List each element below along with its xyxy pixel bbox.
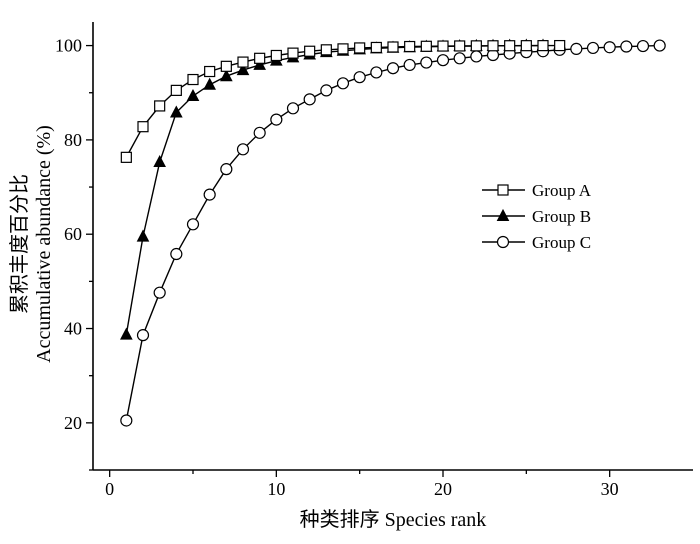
y-tick-label: 40	[64, 319, 82, 339]
data-point-group-a	[287, 47, 299, 59]
data-point-group-a	[204, 65, 216, 78]
data-point-group-a	[337, 43, 349, 55]
axes: 0 10 20 30 20 40 60 80 100	[55, 22, 693, 499]
data-point-group-c	[386, 62, 400, 75]
data-point-group-c	[286, 102, 300, 115]
x-axis-title: 种类排序 Species rank	[300, 508, 487, 531]
data-point-group-a	[504, 40, 516, 52]
data-point-group-a	[454, 40, 466, 52]
data-point-group-c	[170, 247, 183, 261]
legend-label: Group B	[532, 207, 591, 226]
data-point-group-a	[170, 84, 182, 96]
data-point-group-a	[320, 44, 332, 56]
data-point-group-a	[520, 40, 532, 52]
data-point-group-a	[537, 40, 549, 52]
data-point-group-c	[603, 41, 616, 54]
x-tick-label: 10	[267, 479, 285, 499]
series-group-a	[120, 39, 566, 163]
data-point-group-c	[420, 56, 433, 69]
data-point-group-a	[470, 40, 482, 52]
y-axis-title-chinese: 累积丰度百分比	[8, 174, 31, 314]
data-point-group-a	[120, 151, 132, 163]
data-point-group-a	[370, 41, 382, 54]
data-point-group-c	[320, 84, 333, 97]
data-point-group-a	[354, 42, 366, 54]
y-tick-label: 80	[64, 130, 82, 150]
data-point-group-b	[120, 327, 133, 340]
data-point-group-a	[254, 52, 266, 64]
data-point-group-a	[220, 60, 232, 72]
y-tick-label: 20	[64, 413, 82, 433]
data-point-group-a	[270, 49, 282, 62]
data-point-group-c	[153, 286, 166, 299]
data-point-group-c	[453, 52, 466, 65]
data-point-group-c	[586, 41, 600, 55]
data-point-group-c	[336, 77, 350, 90]
data-point-group-b	[153, 154, 166, 168]
series-layer	[120, 38, 666, 427]
data-point-group-a	[187, 73, 199, 86]
legend-marker	[496, 235, 510, 249]
series-line-group-a	[125, 44, 560, 158]
data-point-group-c	[353, 71, 366, 84]
data-point-group-a	[420, 40, 432, 52]
legend-marker	[496, 208, 510, 221]
data-point-group-c	[136, 329, 150, 342]
data-point-group-c	[620, 40, 633, 53]
data-point-group-c	[220, 163, 233, 176]
data-point-group-b	[136, 229, 150, 242]
data-point-group-a	[137, 121, 149, 133]
legend-item-group-c: Group C	[482, 233, 591, 252]
series-group-c	[120, 39, 666, 427]
data-point-group-c	[203, 188, 216, 201]
data-point-group-a	[304, 45, 316, 57]
x-tick-label: 0	[105, 479, 114, 499]
data-point-group-c	[270, 113, 283, 126]
series-line-group-b	[125, 44, 543, 335]
data-point-group-b	[236, 63, 250, 76]
data-point-group-b	[253, 57, 266, 70]
legend-label: Group A	[532, 181, 592, 200]
legend-marker	[497, 184, 509, 196]
data-point-group-c	[570, 42, 583, 55]
data-point-group-a	[404, 40, 416, 53]
legend-item-group-a: Group A	[482, 181, 592, 200]
data-point-group-c	[236, 143, 250, 156]
legend-label: Group C	[532, 233, 591, 252]
data-point-group-c	[370, 66, 383, 79]
data-point-group-a	[487, 40, 499, 52]
data-point-group-c	[653, 39, 666, 52]
x-tick-label: 30	[601, 479, 619, 499]
data-point-group-c	[303, 93, 316, 106]
y-tick-label: 100	[55, 36, 82, 56]
data-point-group-c	[470, 50, 483, 63]
x-tick-label: 20	[434, 479, 452, 499]
data-point-group-b	[220, 69, 233, 82]
y-axis-title-english: Accumulative abundance (%)	[33, 125, 55, 363]
legend-item-group-b: Group B	[482, 207, 591, 226]
data-point-group-b	[186, 88, 200, 102]
data-point-group-a	[387, 41, 399, 53]
data-point-group-c	[403, 58, 416, 72]
data-point-group-a	[554, 39, 566, 52]
y-tick-label: 60	[64, 224, 82, 244]
data-point-group-a	[237, 56, 249, 68]
data-point-group-b	[203, 77, 216, 90]
data-point-group-c	[253, 126, 266, 139]
data-point-group-a	[154, 100, 166, 112]
data-point-group-c	[120, 414, 133, 427]
data-point-group-c	[636, 39, 650, 53]
data-point-group-c	[186, 218, 200, 231]
data-point-group-b	[170, 105, 183, 118]
data-point-group-a	[437, 40, 449, 52]
data-point-group-c	[436, 54, 450, 67]
legend: Group A Group B Group C	[482, 181, 592, 252]
